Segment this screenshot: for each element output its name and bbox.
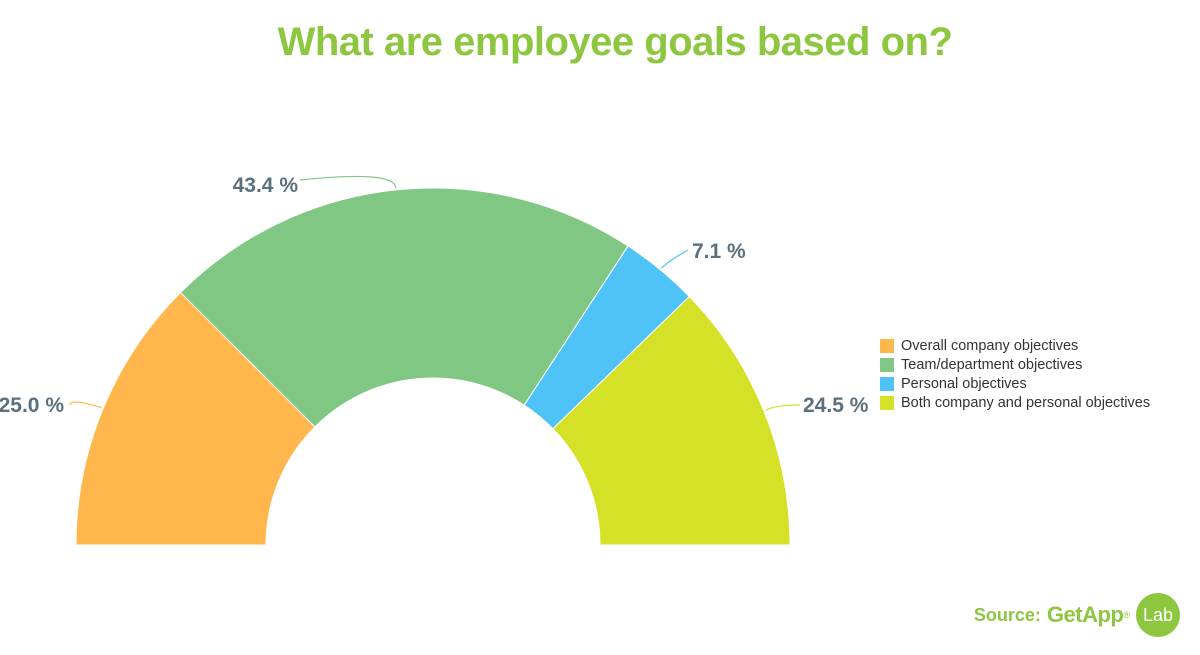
source-brand-logo: GetApp — [1046, 602, 1124, 627]
legend-swatch — [880, 376, 894, 391]
lab-badge-logo: Lab — [1136, 593, 1180, 637]
leader-line — [765, 404, 801, 411]
legend-item: Personal objectives — [880, 374, 1150, 393]
legend-swatch — [880, 338, 894, 353]
legend-label: Personal objectives — [901, 375, 1027, 392]
leader-line — [299, 175, 397, 189]
chart-data-labels: 25.0 % 43.4 % 7.1 % 24.5 % — [0, 174, 869, 417]
legend-label: Team/department objectives — [901, 356, 1083, 373]
legend-label: Overall company objectives — [901, 337, 1079, 354]
legend-item: Both company and personal objectives — [880, 393, 1150, 412]
legend-item: Overall company objectives — [880, 336, 1150, 355]
leader-line — [69, 401, 102, 409]
data-label: 25.0 % — [0, 394, 64, 417]
registered-mark: ® — [1123, 610, 1130, 620]
legend-item: Team/department objectives — [880, 355, 1150, 374]
chart-leader-lines — [69, 175, 801, 411]
source-label: Source: — [973, 604, 1041, 625]
source-credit: Source: GetApp ® Lab — [974, 593, 1180, 637]
leader-line — [661, 249, 689, 269]
chart-legend: Overall company objectives Team/departme… — [880, 336, 1150, 412]
chart-title: What are employee goals based on? — [277, 20, 953, 64]
legend-swatch — [880, 357, 894, 372]
data-label: 24.5 % — [803, 394, 869, 417]
pie-slice — [75, 291, 316, 546]
data-label: 43.4 % — [233, 174, 299, 197]
pie-slice — [179, 187, 629, 428]
legend-swatch — [880, 395, 894, 410]
pie-slice — [552, 295, 791, 546]
chart-slices — [75, 187, 791, 546]
legend-label: Both company and personal objectives — [901, 394, 1151, 411]
data-label: 7.1 % — [692, 240, 746, 263]
